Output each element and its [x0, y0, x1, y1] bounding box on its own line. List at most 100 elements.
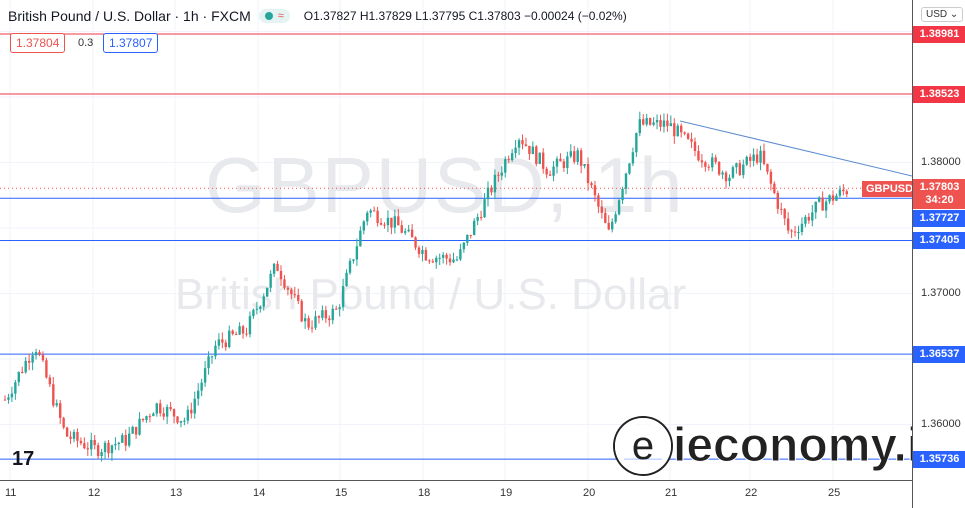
candle-body: [783, 209, 786, 219]
candle-body: [845, 191, 848, 195]
date-label: 22: [745, 487, 758, 499]
candle-body: [514, 147, 517, 154]
candle-body: [314, 316, 317, 328]
candle-body: [169, 406, 172, 410]
candle-body: [362, 221, 365, 231]
candle-body: [421, 249, 424, 254]
currency-select[interactable]: USD ⌄: [921, 7, 964, 22]
market-open-icon: [264, 12, 273, 20]
date-label: 19: [500, 487, 513, 499]
candle-body: [83, 443, 86, 449]
candle-body: [134, 426, 138, 435]
candle-body: [435, 258, 438, 263]
candle-body: [248, 316, 252, 335]
ieconomy-logo-text: ieconomy.io: [673, 419, 912, 473]
date-label: 25: [828, 487, 841, 499]
candle-body: [745, 156, 748, 165]
price-axis[interactable]: USD ⌄ 1.38000 1.37000 1.36000 1.38981 1.385…: [912, 0, 965, 508]
candle-body: [155, 403, 158, 414]
date-label: 12: [88, 487, 101, 499]
candle-body: [172, 409, 176, 417]
candle-body: [293, 294, 296, 296]
candle-body: [345, 272, 348, 287]
candle-body: [566, 156, 569, 169]
candle-body: [711, 157, 714, 168]
candle-body: [659, 119, 662, 127]
tradingview-logo[interactable]: 17: [12, 448, 35, 470]
market-status[interactable]: ≈: [258, 9, 290, 23]
level-price-label: 1.37727: [913, 210, 965, 228]
candle-body: [831, 195, 835, 201]
symbol-title[interactable]: British Pound / U.S. Dollar · 1h · FXCM: [8, 8, 251, 24]
candle-body: [759, 150, 762, 163]
candle-body: [493, 174, 497, 193]
candle-body: [176, 416, 179, 423]
candle-body: [617, 200, 621, 215]
candle-body: [52, 384, 55, 406]
candle-body: [773, 183, 776, 193]
candle-body: [742, 164, 745, 176]
wave-icon: ≈: [277, 10, 284, 22]
candle-body: [455, 259, 459, 261]
candle-body: [517, 140, 521, 148]
candle-body: [266, 287, 269, 297]
spread: 0.3: [78, 37, 94, 49]
candle-body: [638, 119, 641, 134]
candle-body: [669, 123, 673, 127]
candle-body: [780, 208, 783, 210]
candle-body: [34, 352, 38, 356]
candle-body: [735, 163, 738, 168]
currency-value: USD: [926, 9, 948, 20]
candle-body: [838, 189, 842, 196]
candle-body: [717, 162, 721, 175]
candle-body: [117, 442, 121, 445]
candle-body: [504, 159, 507, 173]
candle-body: [228, 330, 231, 348]
candle-body: [214, 345, 217, 357]
candle-body: [714, 157, 717, 163]
candle-body: [338, 307, 341, 310]
level-price-label: 1.35736: [913, 451, 965, 469]
candle-body: [55, 403, 58, 406]
candle-body: [483, 199, 486, 218]
candle-body: [128, 433, 131, 446]
candle-body: [683, 132, 686, 134]
candle-body: [352, 259, 355, 261]
candle-body: [569, 151, 572, 157]
candle-body: [200, 382, 203, 391]
candle-body: [466, 234, 469, 243]
chart-area[interactable]: GBPUSD, 1h British Pound / U.S. Dollar B…: [0, 0, 912, 480]
candle-body: [604, 212, 607, 223]
candle-body: [41, 354, 45, 361]
candle-body: [797, 232, 800, 234]
level-price-label: 1.38523: [913, 85, 965, 103]
candle-body: [469, 234, 472, 236]
time-axis[interactable]: 11 12 13 14 15 18 19 20 21 22 25: [0, 480, 912, 508]
date-label: 21: [665, 487, 678, 499]
candle-body: [545, 168, 548, 175]
candle-body: [404, 231, 407, 233]
candle-body: [131, 426, 134, 434]
candle-body: [359, 230, 362, 247]
candle-body: [3, 399, 7, 401]
candle-body: [700, 160, 704, 163]
candle-body: [611, 221, 614, 230]
date-label: 13: [170, 487, 183, 499]
candle-body: [62, 417, 65, 428]
candle-body: [521, 140, 524, 145]
date-label: 18: [418, 487, 431, 499]
candle-body: [14, 382, 17, 394]
candle-body: [162, 413, 165, 417]
candle-body: [648, 118, 652, 125]
candle-body: [562, 161, 566, 169]
candle-body: [165, 406, 169, 417]
candle-body: [110, 445, 114, 454]
candle-body: [576, 150, 579, 162]
candle-body: [814, 201, 817, 213]
candle-body: [210, 356, 214, 358]
buy-button[interactable]: 1.37807: [103, 33, 159, 53]
candle-body: [148, 416, 152, 418]
sell-button[interactable]: 1.37804: [10, 33, 66, 53]
candle-body: [597, 195, 600, 207]
candle-body: [31, 355, 34, 363]
